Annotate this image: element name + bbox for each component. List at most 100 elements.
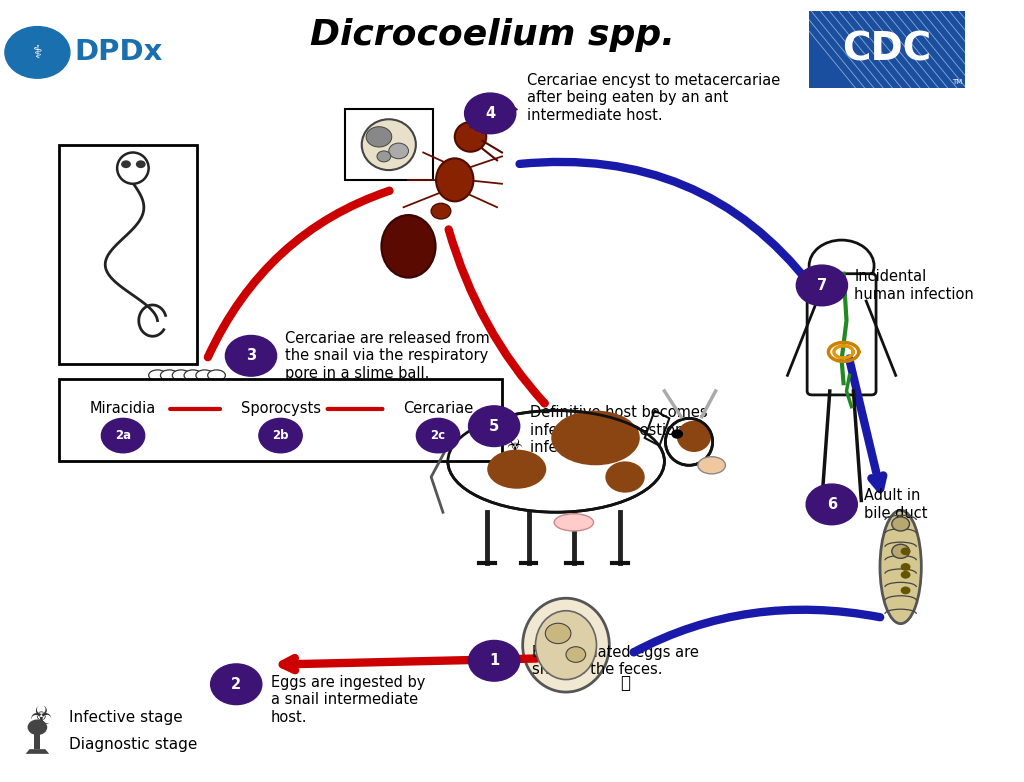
FancyBboxPatch shape xyxy=(344,109,433,180)
Ellipse shape xyxy=(184,386,202,396)
Text: Diagnostic stage: Diagnostic stage xyxy=(69,737,198,752)
Text: ⚕: ⚕ xyxy=(33,43,42,62)
Ellipse shape xyxy=(208,370,225,381)
FancyArrowPatch shape xyxy=(634,610,881,652)
Ellipse shape xyxy=(161,370,178,381)
Circle shape xyxy=(806,484,857,525)
Circle shape xyxy=(417,418,460,453)
FancyArrowPatch shape xyxy=(519,162,811,285)
Ellipse shape xyxy=(196,393,214,404)
Ellipse shape xyxy=(666,418,713,465)
Circle shape xyxy=(465,93,516,134)
Text: Sporocysts: Sporocysts xyxy=(241,401,321,417)
Text: Adult in
bile duct: Adult in bile duct xyxy=(864,488,928,521)
Ellipse shape xyxy=(196,370,214,381)
Ellipse shape xyxy=(172,378,190,389)
FancyBboxPatch shape xyxy=(59,145,197,364)
Polygon shape xyxy=(35,730,40,749)
Ellipse shape xyxy=(208,386,225,396)
Text: 3: 3 xyxy=(246,348,256,364)
Ellipse shape xyxy=(551,411,640,465)
Ellipse shape xyxy=(161,401,178,412)
Text: 2b: 2b xyxy=(272,429,289,442)
Ellipse shape xyxy=(436,158,473,201)
Circle shape xyxy=(892,517,909,531)
Ellipse shape xyxy=(880,510,922,624)
Circle shape xyxy=(566,647,586,662)
Circle shape xyxy=(892,544,909,558)
Circle shape xyxy=(28,719,47,735)
Circle shape xyxy=(546,623,571,644)
FancyArrowPatch shape xyxy=(208,191,389,357)
Text: 7: 7 xyxy=(817,278,827,293)
FancyBboxPatch shape xyxy=(807,274,877,395)
Circle shape xyxy=(901,586,910,594)
Ellipse shape xyxy=(196,401,214,412)
Text: Cercariae: Cercariae xyxy=(402,401,473,417)
Ellipse shape xyxy=(172,370,190,381)
Ellipse shape xyxy=(161,378,178,389)
Circle shape xyxy=(901,571,910,579)
Polygon shape xyxy=(645,411,670,446)
Circle shape xyxy=(101,418,144,453)
Circle shape xyxy=(211,664,262,705)
Text: Dicrocoelium spp.: Dicrocoelium spp. xyxy=(309,18,675,52)
Ellipse shape xyxy=(148,393,166,404)
Circle shape xyxy=(809,240,874,292)
Circle shape xyxy=(377,151,391,162)
Ellipse shape xyxy=(605,461,645,493)
Text: Infective stage: Infective stage xyxy=(69,709,182,725)
FancyArrowPatch shape xyxy=(449,229,545,404)
Text: Embryonated eggs are
shed in the feces.: Embryonated eggs are shed in the feces. xyxy=(531,644,698,677)
Text: Eggs are ingested by
a snail intermediate
host.: Eggs are ingested by a snail intermediat… xyxy=(270,675,425,725)
Text: 🔬: 🔬 xyxy=(621,673,630,692)
Text: 5: 5 xyxy=(489,418,500,434)
Text: DPDx: DPDx xyxy=(74,38,163,66)
Text: 2c: 2c xyxy=(430,429,445,442)
Circle shape xyxy=(259,418,302,453)
Ellipse shape xyxy=(536,611,597,680)
Circle shape xyxy=(367,127,392,147)
Circle shape xyxy=(469,640,520,681)
Circle shape xyxy=(136,160,145,168)
Text: 2a: 2a xyxy=(115,429,131,442)
Text: CDC: CDC xyxy=(843,30,932,68)
Ellipse shape xyxy=(196,378,214,389)
Text: ☣: ☣ xyxy=(506,438,522,457)
Circle shape xyxy=(672,429,683,439)
Ellipse shape xyxy=(148,378,166,389)
Circle shape xyxy=(469,406,520,447)
Ellipse shape xyxy=(184,393,202,404)
Ellipse shape xyxy=(208,401,225,412)
Ellipse shape xyxy=(161,393,178,404)
Circle shape xyxy=(901,563,910,571)
Circle shape xyxy=(797,265,848,306)
Ellipse shape xyxy=(184,370,202,381)
Ellipse shape xyxy=(208,393,225,404)
Ellipse shape xyxy=(184,401,202,412)
Ellipse shape xyxy=(522,598,609,692)
Ellipse shape xyxy=(208,378,225,389)
Ellipse shape xyxy=(148,370,166,381)
Ellipse shape xyxy=(677,421,712,452)
Circle shape xyxy=(225,335,276,376)
Circle shape xyxy=(389,143,409,159)
Ellipse shape xyxy=(148,386,166,396)
Text: 4: 4 xyxy=(485,106,496,121)
Ellipse shape xyxy=(196,386,214,396)
Polygon shape xyxy=(26,749,49,754)
Text: 1: 1 xyxy=(489,653,500,669)
Circle shape xyxy=(901,547,910,555)
Ellipse shape xyxy=(487,450,546,489)
Text: 2: 2 xyxy=(231,676,242,692)
FancyBboxPatch shape xyxy=(59,379,502,461)
Ellipse shape xyxy=(161,386,178,396)
Text: Definitive host becomes
infected by ingestion of
infected ants.: Definitive host becomes infected by inge… xyxy=(529,405,708,455)
Text: 6: 6 xyxy=(826,497,837,512)
Text: ☣: ☣ xyxy=(30,705,52,729)
Circle shape xyxy=(5,27,70,78)
Ellipse shape xyxy=(172,401,190,412)
Circle shape xyxy=(431,203,451,219)
Ellipse shape xyxy=(172,393,190,404)
Ellipse shape xyxy=(117,152,148,184)
